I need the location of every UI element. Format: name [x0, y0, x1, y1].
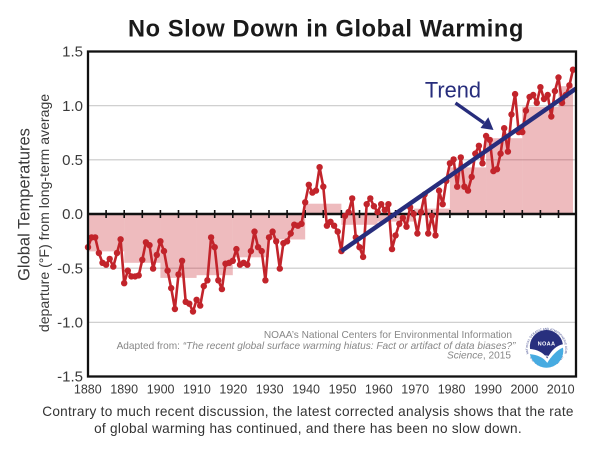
svg-text:1890: 1890 [110, 383, 138, 397]
svg-text:1930: 1930 [256, 383, 284, 397]
svg-text:-0.5: -0.5 [57, 260, 83, 277]
svg-text:2010: 2010 [547, 383, 575, 397]
svg-text:Science, 2015: Science, 2015 [447, 351, 511, 362]
svg-text:of global warming has continue: of global warming has continued, and the… [94, 421, 522, 436]
svg-text:Global Temperatures: Global Temperatures [16, 128, 34, 281]
svg-text:1960: 1960 [365, 383, 393, 397]
svg-text:1940: 1940 [292, 383, 320, 397]
svg-text:0.5: 0.5 [62, 152, 83, 169]
svg-text:Trend: Trend [425, 78, 481, 103]
svg-text:1.5: 1.5 [62, 44, 83, 61]
svg-text:1.0: 1.0 [62, 98, 83, 115]
svg-text:departure (°F) from long-term: departure (°F) from long-term average [36, 94, 52, 332]
svg-text:1920: 1920 [219, 383, 247, 397]
svg-text:1990: 1990 [474, 383, 502, 397]
svg-text:1900: 1900 [147, 383, 175, 397]
svg-text:Adapted from: “The recent glob: Adapted from: “The recent global surface… [117, 341, 517, 352]
svg-text:1970: 1970 [401, 383, 429, 397]
svg-text:0.0: 0.0 [62, 206, 83, 223]
svg-text:NOAA: NOAA [538, 342, 556, 348]
svg-text:1950: 1950 [329, 383, 357, 397]
svg-text:Contrary to much recent discus: Contrary to much recent discussion, the … [42, 404, 574, 419]
svg-text:1910: 1910 [183, 383, 211, 397]
svg-text:1980: 1980 [438, 383, 466, 397]
svg-text:NOAA’s National Centers for En: NOAA’s National Centers for Environmenta… [264, 330, 512, 341]
svg-text:-1.5: -1.5 [57, 369, 83, 386]
svg-text:No Slow Down in Global Warming: No Slow Down in Global Warming [128, 17, 524, 43]
svg-text:2000: 2000 [510, 383, 538, 397]
svg-text:-1.0: -1.0 [57, 315, 83, 332]
svg-text:1880: 1880 [74, 383, 102, 397]
